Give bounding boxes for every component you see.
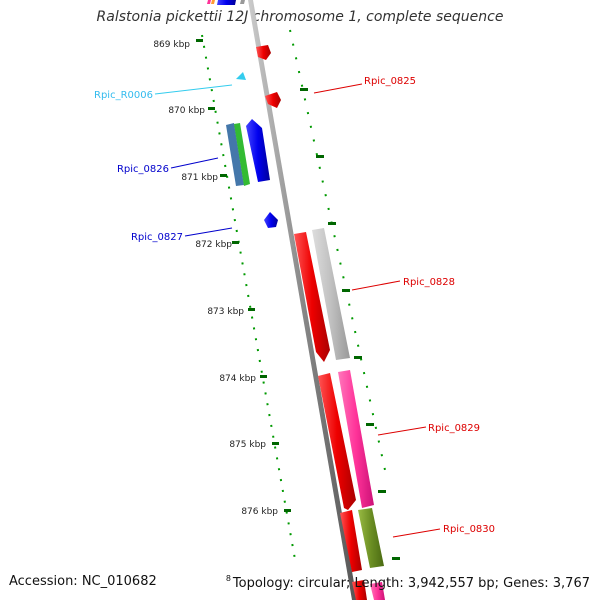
- cds-rpic-0829[interactable]: [318, 373, 356, 510]
- leader-rpic-0830: [392, 528, 441, 538]
- cds-fragment-top-grey: [240, 0, 245, 4]
- outer-tick: [366, 423, 374, 426]
- scale-label-873: 873 kbp: [207, 307, 244, 317]
- map-title: Ralstonia pickettii 12J chromosome 1, co…: [96, 9, 504, 25]
- scale-label-876: 876 kbp: [241, 507, 278, 517]
- topology-text: Topology: circular; Length: 3,942,557 bp…: [232, 576, 590, 591]
- scale-tick-869: [196, 39, 203, 42]
- scale-label-874: 874 kbp: [219, 374, 256, 384]
- scale-label-870: 870 kbp: [168, 106, 205, 116]
- cds-bottom-red: [352, 580, 367, 600]
- trna-rpic-r0006[interactable]: [236, 72, 246, 80]
- leader-rpic-0829: [377, 426, 427, 436]
- cds-small-red-1[interactable]: [256, 45, 271, 60]
- cds-olive[interactable]: [358, 508, 384, 568]
- leader-rpic-0825: [313, 83, 363, 94]
- scale-tick-872: [232, 241, 239, 244]
- ruler-inner-guide: [201, 34, 297, 566]
- cds-fragment-top-blue: [217, 0, 236, 5]
- cds-fragment-top-pink: [207, 0, 211, 4]
- cds-rpic-0825[interactable]: [265, 92, 281, 108]
- cds-bottom-pink: [370, 582, 385, 600]
- scale-labels: 869 kbp 870 kbp 871 kbp 872 kbp 873 kbp …: [153, 40, 278, 517]
- genome-backbone: [248, 0, 357, 600]
- leader-rpic-0826: [170, 157, 219, 169]
- accession-text: Accession: NC_010682: [9, 574, 157, 589]
- strand-outer-guide: [289, 29, 386, 471]
- scale-tick-874: [260, 375, 267, 378]
- cds-green[interactable]: [234, 123, 250, 186]
- scale-label-869: 869 kbp: [153, 40, 190, 50]
- cds-steel[interactable]: [226, 123, 244, 186]
- outer-tick: [328, 222, 336, 225]
- scale-tick-876: [284, 509, 291, 512]
- label-rpic-0828[interactable]: Rpic_0828: [403, 277, 455, 288]
- scale-label-875: 875 kbp: [229, 440, 266, 450]
- footnote-marker: 8: [225, 574, 231, 583]
- topology-summary: 8 Topology: circular; Length: 3,942,557 b…: [226, 574, 590, 591]
- scale-tick-871: [220, 174, 227, 177]
- cds-rpic-0827[interactable]: [264, 212, 278, 228]
- outer-tick: [300, 88, 308, 91]
- label-rpic-0829[interactable]: Rpic_0829: [428, 423, 480, 434]
- label-rpic-0825[interactable]: Rpic_0825: [364, 76, 416, 87]
- outer-tick: [342, 289, 350, 292]
- cds-rpic-0830[interactable]: [340, 510, 362, 572]
- cds-pink[interactable]: [338, 370, 374, 508]
- scale-label-871: 871 kbp: [181, 173, 218, 183]
- outer-tick: [354, 356, 362, 359]
- label-rpic-r0006[interactable]: Rpic_R0006: [94, 90, 153, 101]
- scale-tick-873: [248, 308, 255, 311]
- label-rpic-0830[interactable]: Rpic_0830: [443, 524, 495, 535]
- cds-grey[interactable]: [312, 228, 350, 360]
- label-rpic-0827[interactable]: Rpic_0827: [131, 232, 183, 243]
- scale-tick-870: [208, 107, 215, 110]
- scale-label-872: 872 kbp: [195, 240, 232, 250]
- outer-tick: [316, 155, 324, 158]
- leader-rpic-0828: [351, 280, 401, 291]
- leader-rpic-r0006: [154, 84, 233, 95]
- cds-rpic-0826[interactable]: [246, 119, 270, 182]
- scale-tick-875: [272, 442, 279, 445]
- leader-rpic-0827: [184, 227, 233, 237]
- gene-labels: Rpic_R0006 Rpic_0825 Rpic_0826 Rpic_0827…: [94, 76, 495, 538]
- cds-rpic-0828[interactable]: [294, 232, 330, 362]
- outer-tick: [378, 490, 386, 493]
- outer-ticks: [300, 88, 400, 560]
- scale-ticks: [196, 39, 291, 512]
- label-rpic-0826[interactable]: Rpic_0826: [117, 164, 169, 175]
- outer-tick: [392, 557, 400, 560]
- cds-fragment-top-orange: [211, 0, 215, 4]
